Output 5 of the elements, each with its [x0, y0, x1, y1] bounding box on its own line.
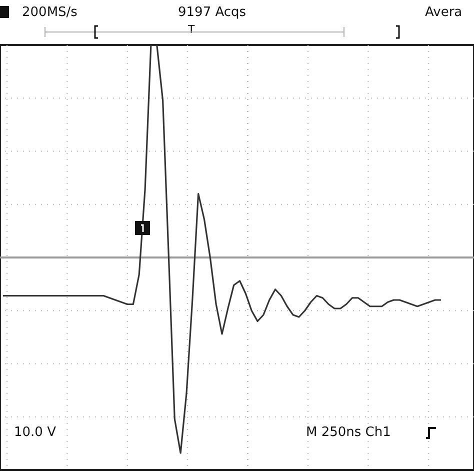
text: 9197 Acqs — [178, 5, 246, 20]
annotation: M 250ns Ch1 — [306, 425, 391, 440]
text: 200MS/s — [22, 5, 78, 20]
text: Avera — [425, 5, 462, 20]
annotation: 10.0 V — [14, 425, 56, 440]
